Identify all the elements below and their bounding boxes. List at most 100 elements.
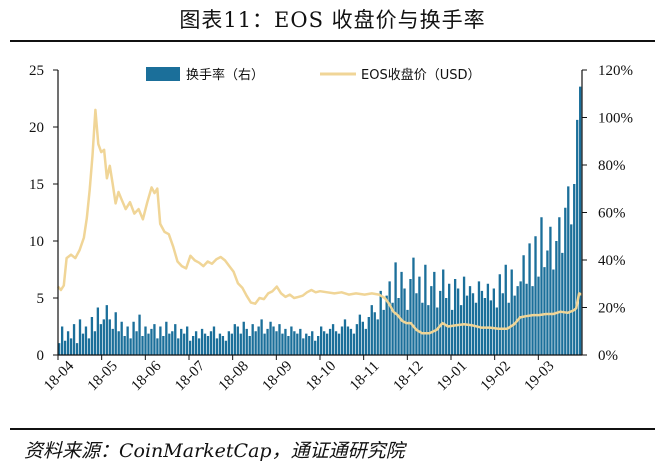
turnover-bar: [135, 331, 138, 355]
turnover-bar: [66, 331, 70, 355]
turnover-bar: [415, 293, 418, 355]
turnover-bar: [305, 333, 308, 356]
x-tick-label: 19-02: [478, 358, 514, 394]
turnover-bar: [171, 331, 174, 355]
turnover-bar: [531, 286, 534, 356]
turnover-bar: [373, 312, 376, 355]
turnover-bar: [162, 336, 165, 355]
turnover-bar: [549, 226, 552, 355]
turnover-bar: [525, 283, 528, 355]
turnover-bar: [108, 319, 111, 356]
turnover-bar: [552, 269, 555, 355]
turnover-bar: [72, 324, 76, 356]
turnover-bar: [379, 290, 382, 356]
turnover-bar: [543, 267, 546, 356]
turnover-bar: [498, 274, 501, 355]
turnover-bar: [453, 279, 457, 355]
turnover-bar: [263, 333, 266, 356]
turnover-bar: [260, 319, 263, 356]
turnover-bar: [69, 338, 73, 356]
turnover-bar: [412, 257, 415, 356]
turnover-bar: [215, 338, 219, 356]
turnover-bar: [96, 307, 100, 355]
source-note: 资料来源：CoinMarketCap，通证通研究院: [24, 440, 405, 462]
x-tick-label: 18-07: [172, 358, 208, 394]
turnover-bar: [221, 336, 225, 355]
turnover-bar: [376, 319, 379, 356]
turnover-bar: [123, 336, 126, 355]
turnover-bar: [480, 290, 484, 356]
turnover-bar: [194, 331, 198, 355]
y-right-tick-label: 60%: [598, 206, 626, 222]
turnover-bar: [495, 307, 498, 355]
turnover-bar: [343, 319, 347, 356]
turnover-bar: [58, 343, 61, 356]
turnover-bar: [81, 333, 85, 356]
turnover-bar: [451, 309, 454, 356]
x-tick-label: 18-09: [259, 358, 295, 394]
turnover-bar: [436, 307, 439, 355]
y-left-tick-label: 20: [29, 120, 44, 136]
turnover-bar: [150, 328, 153, 356]
turnover-bar: [287, 336, 290, 355]
legend-swatch-turnover: [146, 67, 180, 81]
y-right-tick-label: 0%: [598, 348, 618, 364]
turnover-bar: [281, 333, 284, 356]
turnover-bar: [355, 324, 359, 356]
turnover-bar: [159, 326, 162, 355]
turnover-bar: [212, 326, 216, 355]
turnover-bar: [272, 326, 275, 355]
turnover-bar: [206, 336, 210, 355]
turnover-bar: [230, 333, 233, 356]
turnover-bar: [266, 328, 269, 356]
turnover-bar: [314, 340, 317, 355]
y-right-tick-label: 100%: [598, 111, 633, 127]
turnover-bar: [421, 302, 424, 355]
turnover-bar: [442, 269, 445, 355]
turnover-bar: [406, 309, 409, 356]
turnover-bar: [275, 331, 278, 355]
x-tick-label: 18-06: [128, 358, 164, 394]
turnover-bar: [564, 207, 567, 355]
turnover-bar: [492, 288, 495, 355]
turnover-bar: [340, 326, 344, 355]
turnover-bar: [430, 286, 433, 356]
turnover-bar: [474, 302, 478, 355]
turnover-bar: [293, 331, 296, 355]
turnover-bar: [227, 331, 231, 355]
turnover-bar: [114, 312, 117, 355]
turnover-bar: [367, 317, 370, 355]
turnover-bar: [233, 324, 236, 356]
turnover-bar: [165, 321, 168, 355]
turnover-bar: [200, 328, 204, 356]
turnover-bar: [570, 224, 573, 356]
turnover-bar: [236, 326, 239, 355]
turnover-bar: [144, 326, 147, 355]
turnover-bar: [257, 326, 260, 355]
turnover-bar: [75, 343, 79, 356]
turnover-bar: [528, 243, 531, 356]
turnover-bar: [462, 276, 466, 356]
turnover-bar: [433, 271, 436, 356]
turnover-bar: [576, 119, 579, 356]
x-tick-label: 18-05: [85, 358, 121, 394]
chart-title: 图表11：EOS 收盘价与换手率: [179, 8, 486, 32]
turnover-bar: [320, 326, 323, 355]
turnover-bar: [573, 184, 576, 355]
turnover-bar: [308, 336, 311, 355]
turnover-bar: [251, 324, 254, 356]
x-tick-label: 19-03: [521, 358, 557, 394]
turnover-bar: [90, 317, 94, 355]
turnover-bar: [328, 328, 332, 356]
turnover-bar: [317, 336, 320, 355]
turnover-bar: [558, 217, 561, 355]
turnover-bar: [302, 338, 305, 356]
turnover-bar: [534, 236, 537, 355]
turnover-bar: [439, 290, 442, 356]
turnover-bar: [388, 281, 391, 356]
turnover-bar: [334, 331, 338, 355]
turnover-bar: [382, 309, 385, 356]
x-tick-label: 18-10: [303, 358, 339, 394]
turnover-bar: [477, 281, 481, 356]
turnover-bar: [141, 336, 144, 355]
